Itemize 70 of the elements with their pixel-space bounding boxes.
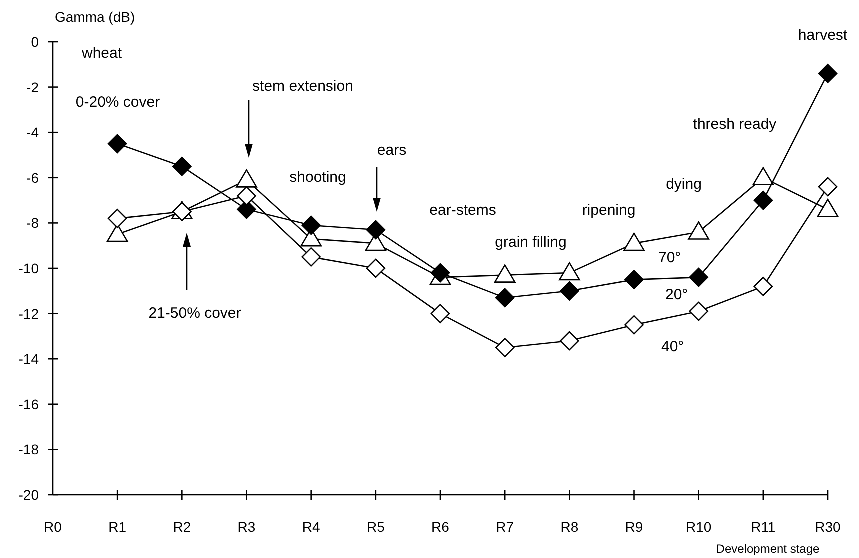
x-tick-label: R5 (366, 519, 386, 535)
annotation: ear-stems (430, 202, 496, 219)
point (560, 282, 580, 301)
series-label: 20° (665, 286, 688, 304)
annotation: ripening (582, 202, 636, 219)
point (624, 232, 645, 252)
point (302, 248, 321, 267)
point (172, 156, 192, 176)
point (108, 209, 128, 228)
y-axis-title: Gamma (dB) (55, 9, 136, 25)
point (236, 170, 258, 188)
x-tick-label: R1 (108, 519, 127, 535)
point (430, 304, 450, 324)
x-tick-label: R9 (625, 519, 644, 535)
point (624, 270, 644, 290)
x-tick-label: R8 (560, 519, 579, 535)
annotation: grain filling (495, 234, 567, 251)
x-tick-label: R7 (496, 519, 514, 535)
y-tick-label: -20 (18, 487, 40, 503)
y-tick-label: -2 (26, 79, 40, 96)
point (302, 216, 321, 236)
point (817, 198, 839, 218)
x-tick-label: R6 (432, 519, 450, 535)
x-tick-label: R11 (751, 519, 776, 535)
y-tick-label: -10 (18, 260, 40, 276)
annotation: 0-20% cover (76, 94, 160, 111)
point (366, 258, 386, 278)
point (495, 338, 515, 358)
point (559, 262, 580, 281)
x-tick-label: R10 (686, 519, 712, 535)
point (754, 190, 774, 210)
point (430, 263, 450, 283)
point (366, 220, 386, 240)
point (688, 222, 710, 240)
point (754, 276, 774, 296)
annotation: stem extension (252, 78, 354, 95)
x-tick-label: R4 (302, 519, 320, 535)
annotation: thresh ready (693, 116, 778, 133)
point (560, 331, 580, 351)
point (689, 268, 708, 288)
x-tick-label: R30 (815, 519, 842, 535)
point (818, 64, 838, 84)
x-tick-label: R3 (238, 519, 256, 535)
x-tick-label: R2 (173, 519, 192, 535)
point (624, 315, 644, 335)
y-tick-label: -6 (26, 170, 40, 186)
y-tick-label: -8 (26, 215, 40, 232)
series-label: 70° (658, 249, 682, 266)
annotation: harvest (798, 27, 848, 44)
series-label: 40° (661, 338, 684, 356)
point (237, 186, 256, 206)
y-tick-label: -14 (18, 351, 40, 368)
y-tick-label: -12 (18, 306, 40, 322)
annotation: ears (377, 142, 407, 159)
y-tick-label: 0 (31, 34, 40, 50)
y-tick-label: -18 (18, 442, 40, 458)
annotation: shooting (290, 169, 346, 186)
y-tick-label: -16 (18, 396, 40, 412)
y-tick-label: -4 (26, 124, 40, 141)
annotation: dying (666, 176, 702, 193)
point (752, 167, 774, 186)
x-axis-title: Development stage (716, 542, 820, 556)
point (108, 134, 128, 154)
x-tick-label: R0 (44, 519, 62, 535)
point (494, 264, 516, 283)
point (818, 177, 838, 197)
point (689, 302, 708, 322)
annotation: 21-50% cover (148, 305, 242, 322)
annotation: wheat (80, 45, 123, 62)
point (495, 288, 515, 308)
